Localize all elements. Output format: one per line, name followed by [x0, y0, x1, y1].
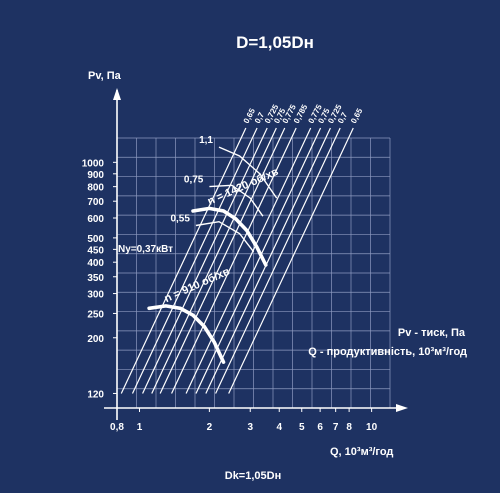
efficiency-line: [171, 127, 297, 394]
efficiency-line: [120, 127, 247, 394]
chart-title: D=1,05Dн: [236, 33, 314, 52]
y-tick-label: 250: [87, 309, 104, 320]
efficiency-line: [205, 127, 331, 394]
efficiency-line: [159, 127, 286, 394]
chart-subtitle: Dk=1,05Dн: [225, 470, 281, 482]
power-curve-label: 1,1: [199, 135, 213, 146]
x-tick-label: 7: [333, 422, 339, 433]
x-tick-label: 3: [247, 422, 253, 433]
y-tick-label: 400: [87, 258, 104, 269]
x-tick-label: 4: [276, 422, 282, 433]
speed-curve: [147, 304, 226, 364]
power-curve: [195, 220, 255, 253]
y-tick-label: 800: [87, 183, 104, 194]
y-tick-label: 200: [87, 334, 104, 345]
y-axis-label: Pv, Па: [88, 70, 122, 82]
y-tick-label: 1000: [82, 158, 105, 169]
efficiency-line: [142, 127, 268, 394]
efficiency-line: [131, 127, 258, 394]
efficiency-line: [151, 127, 277, 394]
power-curve-label: 0,55: [170, 214, 190, 225]
efficiency-line: [185, 127, 312, 394]
y-tick-label: 500: [87, 234, 104, 245]
power-curve: [209, 184, 264, 217]
x-axis-label: Q, 10³м³/год: [330, 446, 393, 458]
power-curves: 1,1 0,75 0,55: [170, 135, 278, 253]
y-tick-label: 350: [87, 273, 104, 284]
y-tick-label: 300: [87, 290, 104, 301]
grid: [116, 137, 391, 409]
y-tick-label: 900: [87, 170, 104, 181]
y-tick-label: 450: [87, 245, 104, 256]
x-tick-label: 2: [207, 422, 213, 433]
efficiency-line: [215, 127, 341, 394]
x-tick-label: 1: [137, 422, 143, 433]
x-tick-label: 0,8: [110, 422, 124, 433]
x-tick-label: 5: [299, 422, 305, 433]
y-tick-label: 700: [87, 197, 104, 208]
efficiency-line: [228, 127, 354, 394]
y-tick-label: 120: [87, 389, 104, 400]
x-tick-label: 6: [317, 422, 323, 433]
y-tick-label: 600: [87, 214, 104, 225]
legend-flow-note: Q - продуктивність, 10³м³/год: [308, 346, 467, 358]
motor-power-label: Ny=0,37кВт: [118, 244, 173, 255]
x-tick-label: 10: [366, 422, 378, 433]
x-tick-label: 8: [346, 422, 352, 433]
legend-pressure-note: Pv - тиск, Па: [398, 327, 466, 339]
power-curve: [218, 146, 278, 199]
x-axis-arrow: [396, 404, 408, 412]
y-axis-arrow: [113, 88, 121, 100]
power-curve-label: 0,75: [184, 175, 204, 186]
speed-curve: [191, 206, 268, 267]
